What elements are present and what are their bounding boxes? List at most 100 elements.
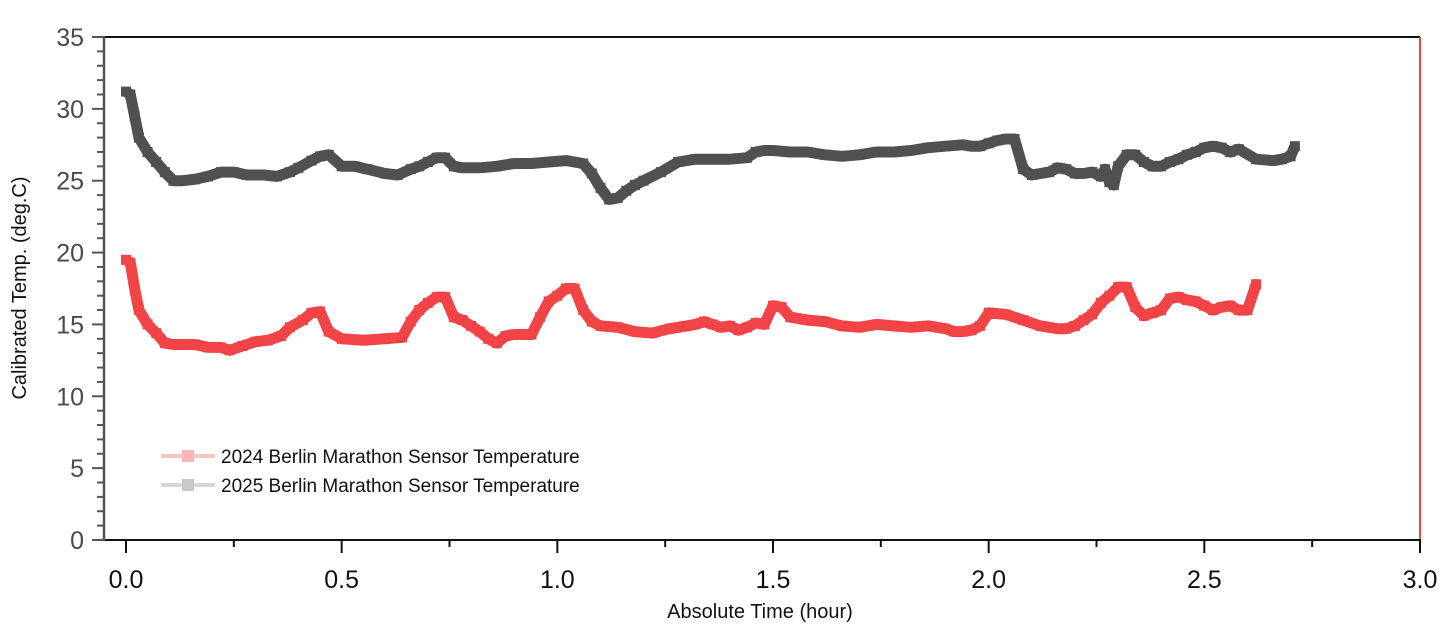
data-point: [349, 161, 360, 172]
x-tick-label: 2.5: [1187, 566, 1222, 594]
legend-item-2025: 2025 Berlin Marathon Sensor Temperature: [161, 476, 580, 497]
data-point: [215, 342, 226, 353]
data-point: [526, 158, 537, 169]
data-point: [854, 149, 865, 160]
data-point: [923, 142, 934, 153]
data-point: [699, 316, 709, 327]
data-point: [1078, 168, 1089, 179]
data-point: [1199, 142, 1210, 153]
data-point: [750, 147, 761, 157]
data-point: [966, 325, 977, 336]
data-point: [759, 319, 770, 330]
data-point: [276, 330, 287, 341]
data-point: [1095, 297, 1106, 308]
data-point: [1190, 296, 1201, 307]
data-point: [595, 182, 606, 193]
data-point: [1009, 134, 1020, 144]
data-point: [491, 161, 502, 172]
data-point: [690, 319, 701, 330]
data-point: [263, 335, 274, 346]
data-point: [500, 330, 511, 341]
data-point: [621, 185, 632, 196]
data-point: [940, 141, 951, 152]
y-tick-label: 15: [56, 311, 84, 339]
data-point: [362, 164, 373, 175]
data-point: [612, 193, 623, 203]
data-point: [259, 170, 269, 180]
data-point: [1233, 144, 1244, 155]
data-point: [888, 147, 899, 157]
data-point: [397, 332, 408, 343]
data-point: [768, 300, 778, 311]
data-point: [1100, 164, 1111, 175]
data-point: [1208, 305, 1218, 316]
data-point: [871, 147, 882, 157]
data-point: [707, 154, 718, 165]
data-point: [405, 164, 416, 175]
data-point: [203, 171, 213, 182]
legend: 2024 Berlin Marathon Sensor Temperature …: [161, 447, 580, 497]
data-point: [336, 333, 347, 344]
data-point: [1069, 168, 1080, 179]
data-point: [1087, 309, 1098, 320]
data-point: [190, 174, 200, 185]
data-point: [750, 318, 761, 328]
data-point: [203, 342, 213, 353]
data-point: [630, 180, 640, 190]
y-tick-label: 5: [70, 455, 84, 483]
data-point: [1225, 300, 1236, 311]
data-point: [336, 161, 347, 172]
data-point: [742, 152, 753, 163]
data-point: [323, 149, 334, 160]
data-point: [405, 316, 416, 327]
data-point: [1173, 292, 1184, 303]
data-point: [190, 339, 200, 350]
data-point: [759, 145, 770, 156]
data-point: [422, 297, 433, 308]
data-point: [561, 283, 571, 294]
data-point: [949, 326, 960, 337]
data-point: [526, 329, 537, 340]
y-axis-title: Calibrated Temp. (deg.C): [9, 176, 31, 399]
data-point: [1277, 154, 1287, 165]
x-tick-label: 3.0: [1403, 566, 1438, 594]
data-point: [1147, 307, 1158, 318]
data-point: [1018, 315, 1029, 326]
data-point: [1000, 134, 1011, 144]
data-point: [871, 319, 882, 330]
data-point: [474, 162, 485, 173]
data-point: [983, 307, 994, 318]
data-point: [888, 320, 899, 331]
data-point: [1078, 315, 1089, 326]
x-tick-label: 2.0: [971, 566, 1006, 594]
data-point: [168, 339, 179, 350]
data-point: [664, 323, 675, 334]
x-tick-label: 0.5: [324, 566, 359, 594]
data-point: [776, 302, 787, 313]
y-tick-label: 35: [56, 24, 84, 52]
data-point: [379, 168, 390, 179]
data-point: [923, 320, 934, 331]
data-point: [1225, 147, 1236, 157]
data-point: [612, 322, 623, 333]
data-point: [543, 296, 554, 307]
data-point: [655, 167, 666, 178]
data-point: [440, 152, 451, 163]
data-point: [1130, 149, 1141, 160]
data-point: [1216, 142, 1227, 153]
data-point: [1164, 293, 1175, 304]
data-point: [1113, 161, 1124, 172]
data-point: [168, 175, 179, 186]
data-point: [483, 333, 494, 344]
data-point: [819, 149, 830, 160]
data-point: [578, 158, 589, 169]
legend-label-2024: 2024 Berlin Marathon Sensor Temperature: [221, 447, 580, 468]
data-point: [431, 152, 442, 163]
data-point: [1113, 282, 1124, 293]
data-point: [1285, 151, 1296, 162]
data-point: [474, 326, 485, 337]
data-point: [1208, 141, 1218, 152]
data-point: [1251, 279, 1262, 290]
data-point: [1061, 164, 1072, 175]
